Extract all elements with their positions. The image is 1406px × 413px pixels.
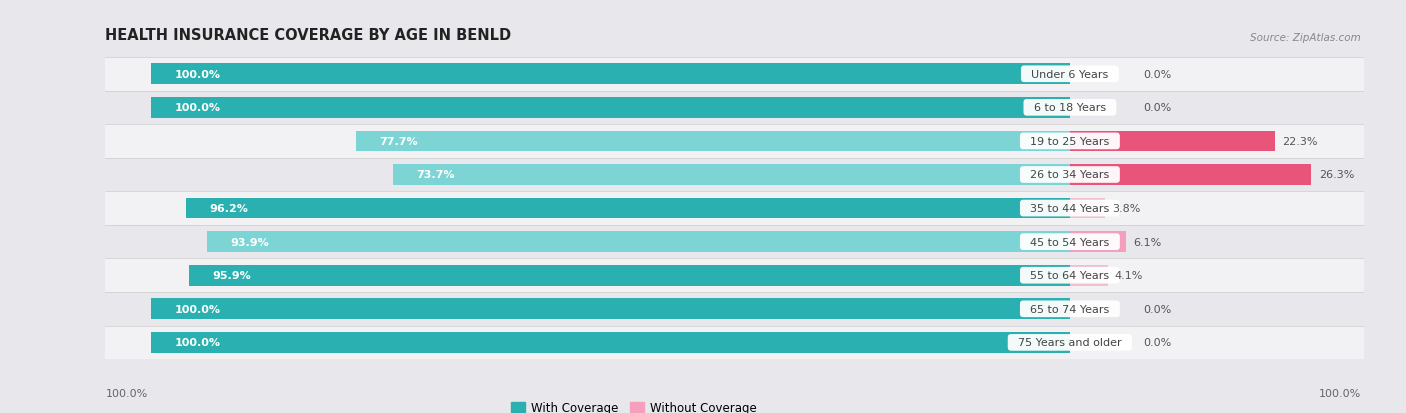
Legend: With Coverage, Without Coverage: With Coverage, Without Coverage xyxy=(510,401,756,413)
Bar xyxy=(1070,232,1126,252)
Text: Source: ZipAtlas.com: Source: ZipAtlas.com xyxy=(1250,33,1361,43)
Text: 100.0%: 100.0% xyxy=(174,103,221,113)
Bar xyxy=(152,64,1070,85)
Bar xyxy=(1070,265,1108,286)
Bar xyxy=(105,158,1364,192)
Text: 100.0%: 100.0% xyxy=(174,304,221,314)
Text: 73.7%: 73.7% xyxy=(416,170,454,180)
Bar xyxy=(356,131,1070,152)
Bar xyxy=(392,165,1070,185)
Bar xyxy=(1070,165,1312,185)
Bar xyxy=(105,58,1364,91)
Text: 65 to 74 Years: 65 to 74 Years xyxy=(1024,304,1116,314)
Text: 77.7%: 77.7% xyxy=(380,137,418,147)
Bar xyxy=(105,125,1364,158)
Bar xyxy=(1070,131,1275,152)
Text: 95.9%: 95.9% xyxy=(212,271,250,280)
Bar xyxy=(152,332,1070,353)
Text: 100.0%: 100.0% xyxy=(174,337,221,348)
Text: 6 to 18 Years: 6 to 18 Years xyxy=(1026,103,1114,113)
Text: 26.3%: 26.3% xyxy=(1319,170,1354,180)
Text: 75 Years and older: 75 Years and older xyxy=(1011,337,1129,348)
Text: 55 to 64 Years: 55 to 64 Years xyxy=(1024,271,1116,280)
Text: 0.0%: 0.0% xyxy=(1143,103,1171,113)
Text: 0.0%: 0.0% xyxy=(1143,304,1171,314)
Text: 3.8%: 3.8% xyxy=(1112,204,1140,214)
Text: 100.0%: 100.0% xyxy=(1319,389,1361,399)
Text: 4.1%: 4.1% xyxy=(1115,271,1143,280)
Text: 96.2%: 96.2% xyxy=(209,204,247,214)
Bar xyxy=(105,225,1364,259)
Text: 0.0%: 0.0% xyxy=(1143,337,1171,348)
Bar xyxy=(152,98,1070,119)
Text: Under 6 Years: Under 6 Years xyxy=(1024,69,1115,80)
Text: 22.3%: 22.3% xyxy=(1282,137,1317,147)
Text: 45 to 54 Years: 45 to 54 Years xyxy=(1024,237,1116,247)
Text: 6.1%: 6.1% xyxy=(1133,237,1161,247)
Text: 0.0%: 0.0% xyxy=(1143,69,1171,80)
Bar xyxy=(105,326,1364,359)
Text: 93.9%: 93.9% xyxy=(231,237,269,247)
Bar xyxy=(208,232,1070,252)
Text: 19 to 25 Years: 19 to 25 Years xyxy=(1024,137,1116,147)
Bar xyxy=(188,265,1070,286)
Text: HEALTH INSURANCE COVERAGE BY AGE IN BENLD: HEALTH INSURANCE COVERAGE BY AGE IN BENL… xyxy=(105,28,512,43)
Bar xyxy=(152,299,1070,319)
Text: 26 to 34 Years: 26 to 34 Years xyxy=(1024,170,1116,180)
Bar xyxy=(105,91,1364,125)
Bar xyxy=(186,198,1070,219)
Bar xyxy=(105,259,1364,292)
Text: 100.0%: 100.0% xyxy=(105,389,148,399)
Bar xyxy=(105,292,1364,326)
Text: 100.0%: 100.0% xyxy=(174,69,221,80)
Bar xyxy=(105,192,1364,225)
Bar xyxy=(1070,198,1105,219)
Text: 35 to 44 Years: 35 to 44 Years xyxy=(1024,204,1116,214)
